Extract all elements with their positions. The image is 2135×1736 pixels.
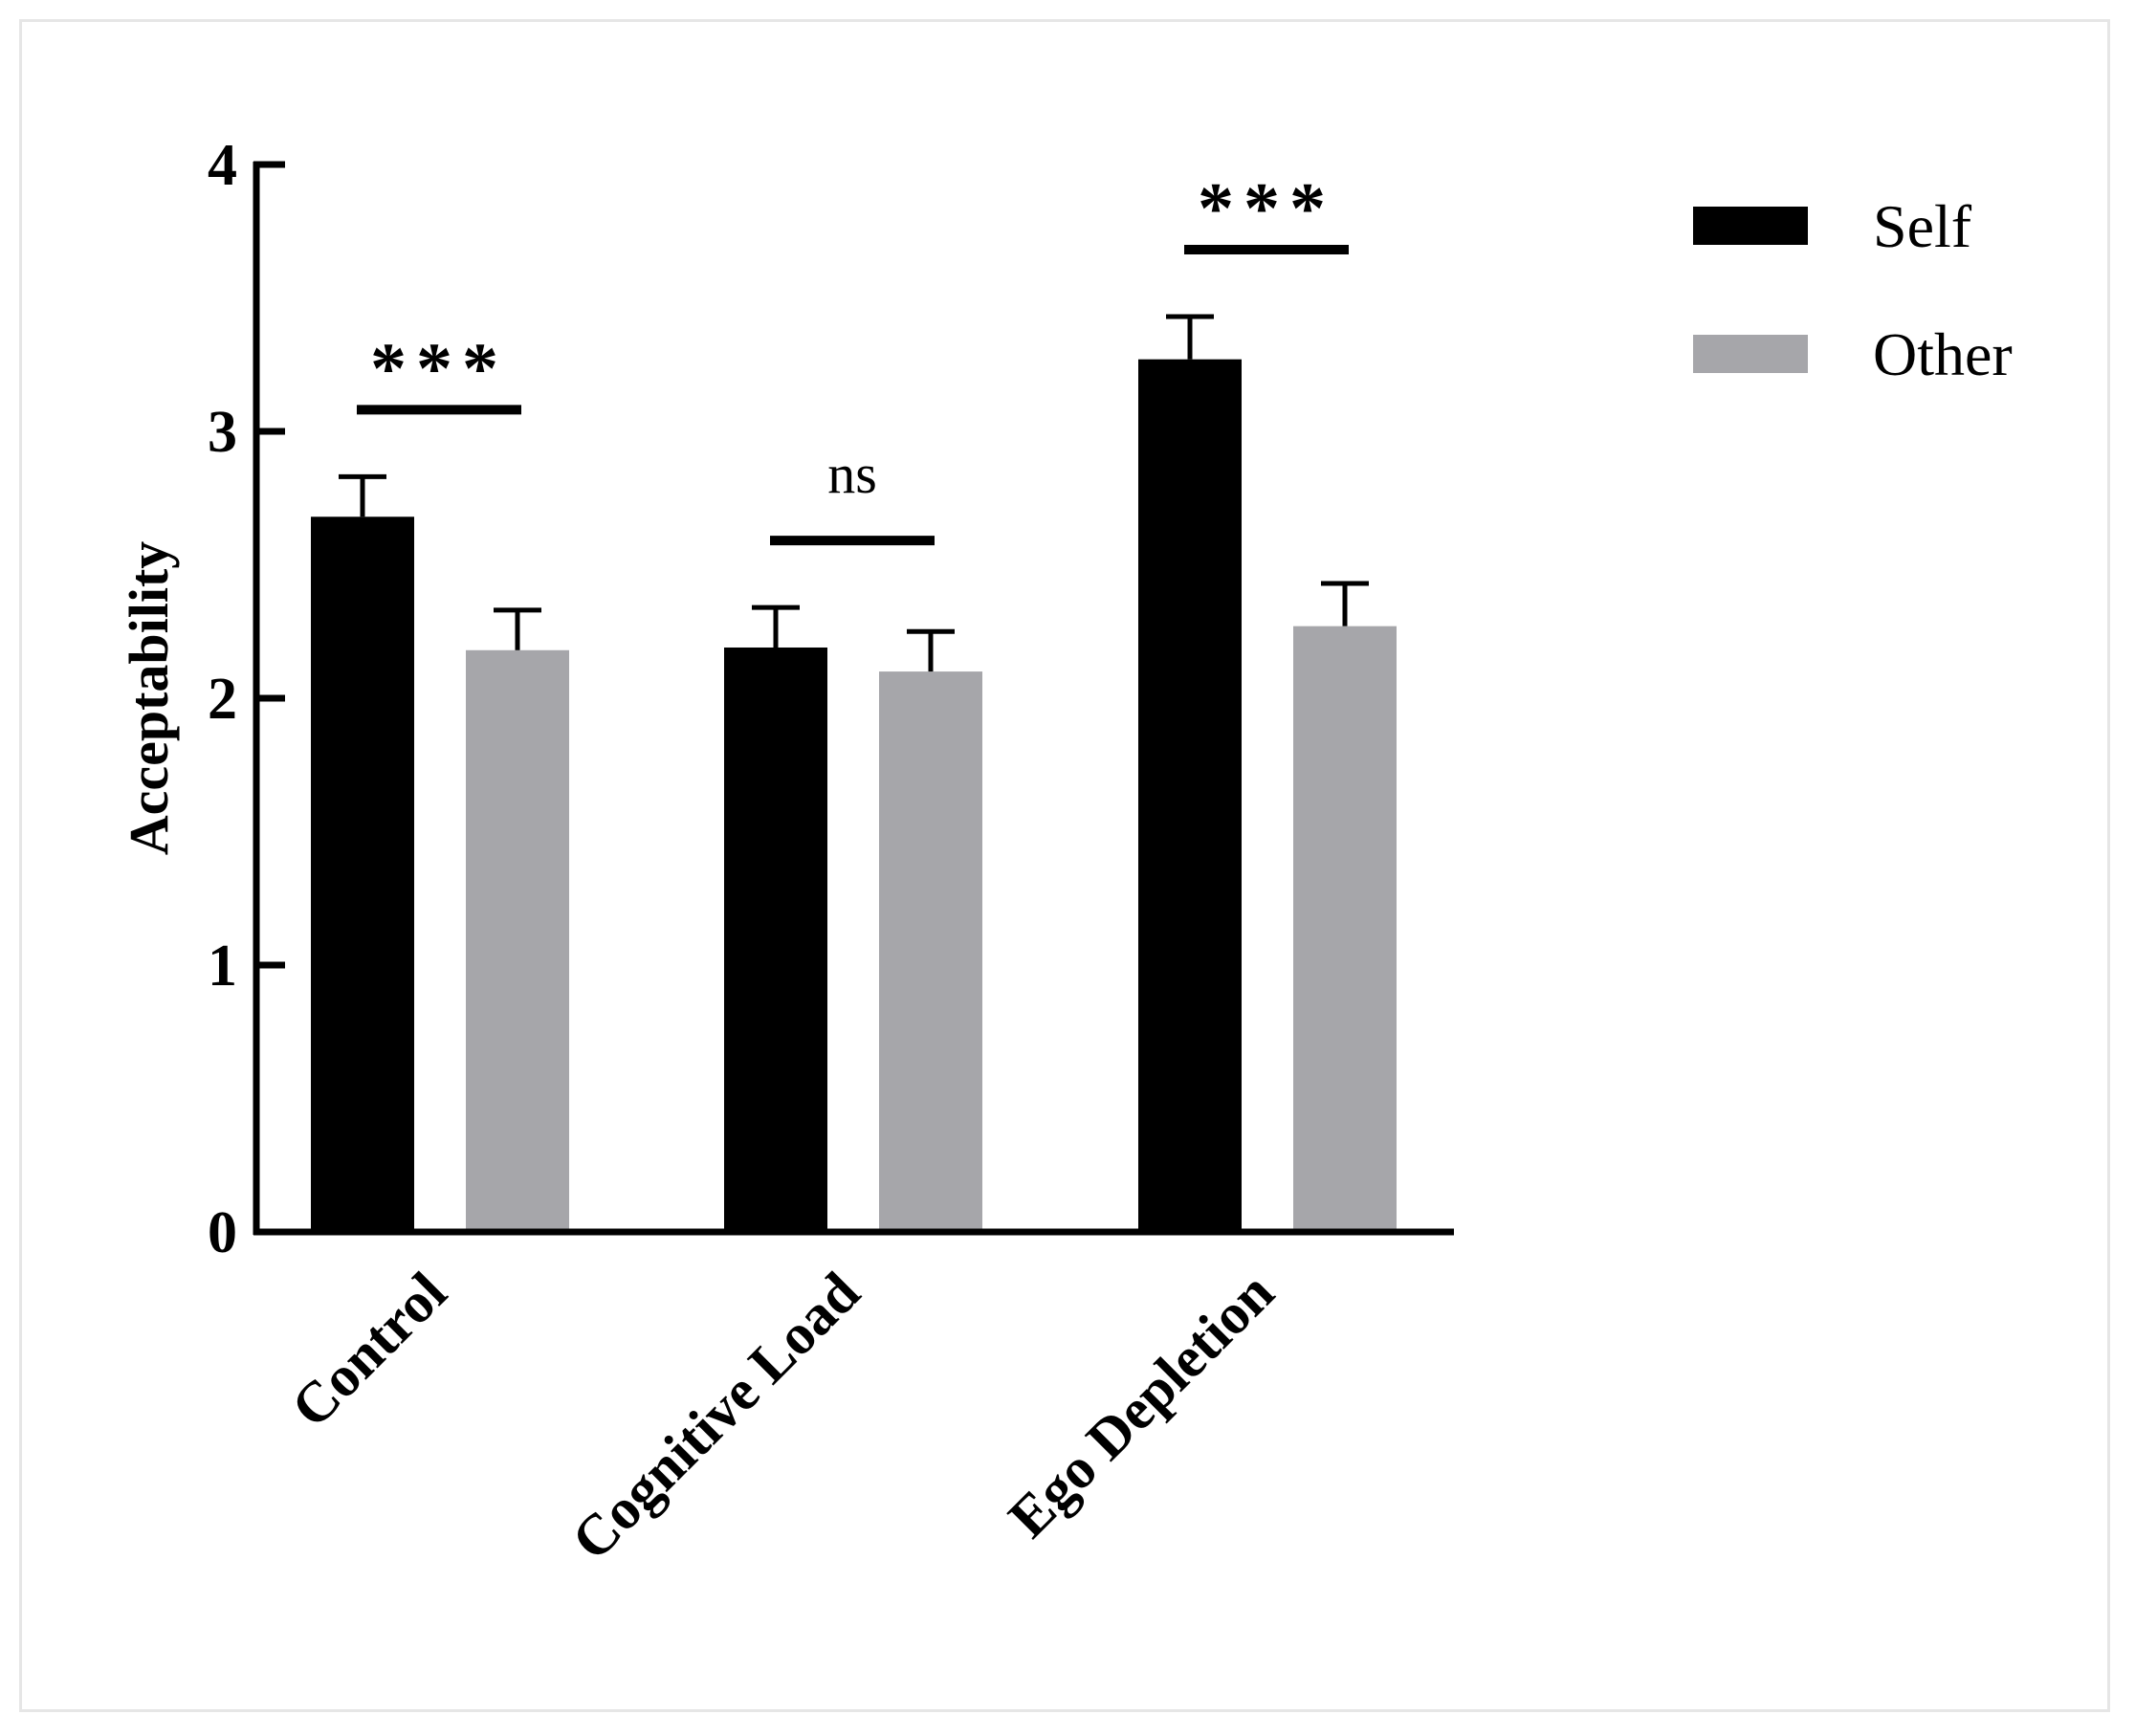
y-tick-label-2: 2 [208,667,237,732]
bar-self-ego-depletion [1138,359,1242,1232]
significance-layer: *** ns *** [357,168,1349,546]
bar-self-cognitive-load [724,647,827,1232]
bar-self-control [311,516,414,1232]
bar-other-ego-depletion [1293,626,1397,1232]
legend: Self Other [1693,192,2013,388]
x-tick-labels-layer: Control Cognitive Load Ego Depletion [279,1261,1286,1572]
axes-layer [253,162,1454,1236]
legend-label-self: Self [1873,192,1972,260]
bars-layer [311,359,1397,1232]
legend-swatch-self [1693,207,1808,245]
y-ticks-layer: 0 1 2 3 4 [208,133,285,1265]
legend-label-other: Other [1873,320,2013,388]
error-bars-layer [339,314,1369,672]
significance-label-2: ns [827,443,877,505]
significance-label-1: *** [370,328,508,408]
significance-label-3: *** [1198,168,1335,249]
y-tick-label-0: 0 [208,1200,237,1265]
bar-other-cognitive-load [879,671,982,1232]
bar-other-control [466,649,569,1232]
y-tick-label-4: 4 [208,133,237,198]
y-tick-label-1: 1 [208,934,237,999]
x-tick-label-cognitive-load: Cognitive Load [560,1261,871,1572]
y-tick-label-3: 3 [208,400,237,465]
legend-swatch-other [1693,335,1808,373]
x-tick-label-control: Control [279,1261,458,1439]
y-axis-title: Acceptability [118,541,180,856]
x-tick-label-ego-depletion: Ego Depletion [997,1261,1286,1549]
